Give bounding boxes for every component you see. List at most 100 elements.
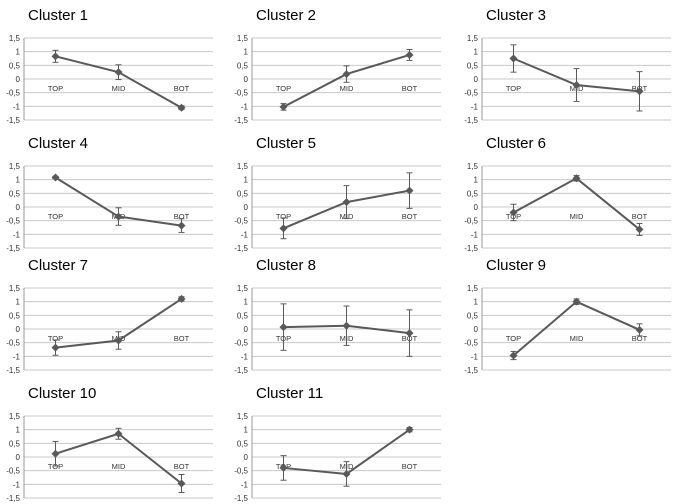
y-tick-label: -1	[241, 352, 249, 361]
x-category-label: TOP	[506, 334, 521, 343]
y-tick-label: 0	[474, 75, 479, 84]
x-category-label: BOT	[174, 334, 190, 343]
chart-title: Cluster 3	[486, 7, 546, 24]
y-tick-label: -1,5	[464, 116, 478, 125]
y-tick-label: -1,5	[234, 494, 248, 503]
y-tick-label: 1,5	[237, 284, 249, 293]
y-tick-label: 1,5	[467, 284, 479, 293]
y-tick-label: -1,5	[6, 244, 20, 253]
y-tick-label: -0,5	[464, 89, 478, 98]
chart-panel-9: Cluster 9 1,5 1 0,5 0 -0,5 -1 -1,5 TOP MID BOT	[464, 257, 671, 375]
chart-title: Cluster 1	[28, 7, 88, 24]
y-tick-label: -1	[241, 230, 249, 239]
y-tick-label: 1	[474, 176, 479, 185]
cluster-chart-grid: Cluster 1 1,5 1 0,5 0 -0,5 -1 -1,5 TOP MID BOT Clus…	[0, 0, 675, 504]
y-tick-label: 0	[244, 75, 249, 84]
y-tick-label: -1,5	[464, 244, 478, 253]
y-tick-label: 1	[16, 176, 21, 185]
y-tick-label: 0	[244, 453, 249, 462]
data-point	[115, 68, 123, 76]
y-tick-label: -0,5	[234, 89, 248, 98]
y-tick-label: 1	[244, 48, 249, 57]
y-tick-label: 1,5	[9, 34, 21, 43]
y-tick-label: -0,5	[234, 339, 248, 348]
y-tick-label: 0,5	[9, 189, 21, 198]
y-tick-label: -0,5	[464, 217, 478, 226]
y-tick-label: 0,5	[237, 189, 249, 198]
y-tick-label: -1,5	[6, 366, 20, 375]
chart-title: Cluster 9	[486, 257, 546, 274]
y-tick-label: -0,5	[6, 339, 20, 348]
chart-panel-11: Cluster 111,510,50-0,5-1-1,5TOPMIDBOT	[234, 385, 441, 503]
y-tick-label: -0,5	[6, 467, 20, 476]
data-point	[636, 326, 644, 334]
y-tick-label: 0	[16, 453, 21, 462]
y-tick-label: 0	[16, 75, 21, 84]
y-tick-label: 0,5	[237, 439, 249, 448]
y-tick-label: 1	[244, 298, 249, 307]
x-category-label: MID	[112, 84, 126, 93]
chart-title: Cluster 8	[256, 257, 316, 274]
x-category-label: MID	[340, 84, 354, 93]
y-tick-label: -1	[471, 102, 479, 111]
x-category-label: MID	[570, 212, 584, 221]
data-point	[178, 222, 186, 230]
x-category-label: BOT	[402, 212, 418, 221]
y-tick-label: 0	[474, 325, 479, 334]
x-category-label: TOP	[506, 84, 521, 93]
y-tick-label: -0,5	[234, 467, 248, 476]
y-tick-label: -1,5	[234, 366, 248, 375]
y-tick-label: 1,5	[237, 34, 249, 43]
y-tick-label: 1	[474, 48, 479, 57]
y-tick-label: 0	[16, 203, 21, 212]
y-tick-label: 0	[16, 325, 21, 334]
y-tick-label: 0,5	[467, 61, 479, 70]
chart-panel-1: Cluster 1 1,5 1 0,5 0 -0,5 -1 -1,5 TOP MID BOT	[6, 7, 213, 125]
y-tick-label: -0,5	[234, 217, 248, 226]
y-tick-label: 0,5	[9, 311, 21, 320]
series-line	[56, 434, 182, 484]
y-tick-label: 1,5	[237, 412, 249, 421]
y-tick-label: 1,5	[467, 34, 479, 43]
chart-title: Cluster 4	[28, 135, 88, 152]
x-category-label: TOP	[48, 84, 63, 93]
y-tick-label: 1,5	[467, 162, 479, 171]
series-line	[56, 56, 182, 107]
y-tick-label: 0,5	[237, 61, 249, 70]
chart-title: Cluster 6	[486, 135, 546, 152]
chart-title: Cluster 11	[256, 385, 323, 402]
y-tick-label: -1,5	[234, 244, 248, 253]
y-tick-label: 0	[244, 203, 249, 212]
x-category-label: MID	[570, 334, 584, 343]
y-tick-label: 1	[244, 176, 249, 185]
data-point	[280, 224, 288, 232]
chart-panel-3: Cluster 31,510,50-0,5-1-1,5TOPMIDBOT	[464, 7, 671, 125]
chart-title: Cluster 5	[256, 135, 316, 152]
y-tick-label: -1	[13, 352, 21, 361]
y-tick-label: 0,5	[467, 311, 479, 320]
y-tick-label: 1	[244, 426, 249, 435]
y-tick-label: -0,5	[6, 89, 20, 98]
y-tick-label: -1,5	[464, 366, 478, 375]
y-tick-label: 0	[244, 325, 249, 334]
y-tick-label: 1,5	[237, 162, 249, 171]
chart-panel-10: Cluster 101,510,50-0,5-1-1,5TOPMIDBOT	[6, 385, 213, 503]
x-category-label: TOP	[276, 84, 291, 93]
data-point	[343, 198, 351, 206]
data-point	[280, 323, 288, 331]
x-category-label: BOT	[174, 84, 190, 93]
y-tick-label: 1,5	[9, 162, 21, 171]
y-tick-label: 0	[474, 203, 479, 212]
x-category-label: BOT	[402, 84, 418, 93]
x-category-label: BOT	[402, 462, 418, 471]
y-tick-label: -1	[241, 102, 249, 111]
y-tick-label: 0,5	[237, 311, 249, 320]
y-tick-label: 1	[16, 48, 21, 57]
x-category-label: BOT	[174, 462, 190, 471]
y-tick-label: 0,5	[9, 439, 21, 448]
x-category-label: BOT	[632, 212, 648, 221]
y-tick-label: 0,5	[467, 189, 479, 198]
